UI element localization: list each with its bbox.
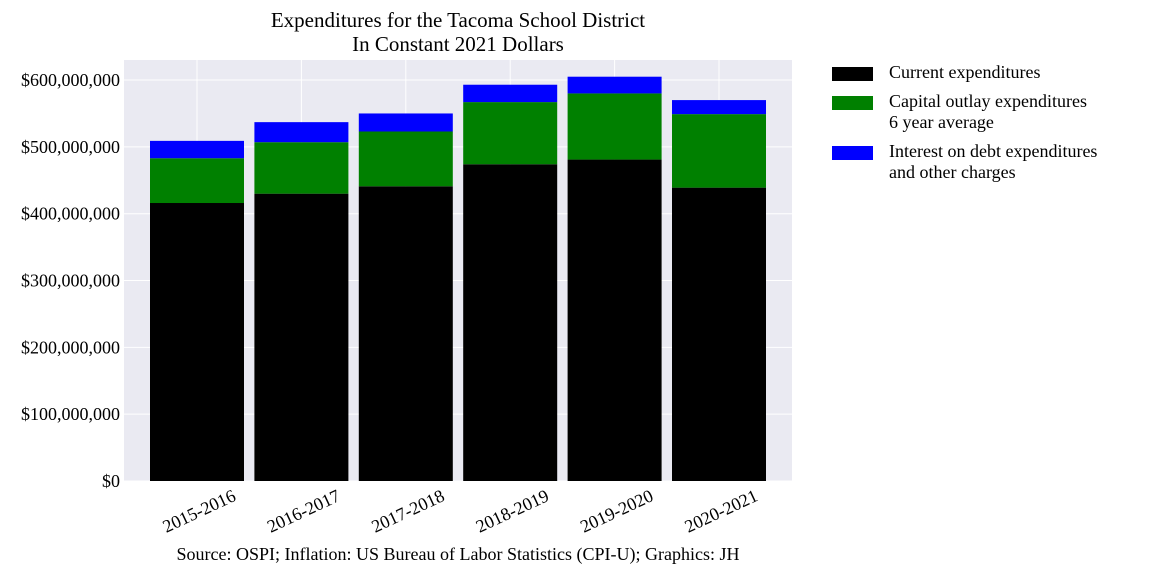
source-note: Source: OSPI; Inflation: US Bureau of La…	[176, 544, 740, 564]
y-tick-label: $100,000,000	[21, 404, 120, 424]
legend-swatch-interest	[832, 146, 873, 160]
bars	[150, 76, 766, 482]
legend: Current expenditures Capital outlay expe…	[832, 62, 1097, 191]
y-tick-label: $300,000,000	[21, 271, 120, 291]
x-tick-label: 2015-2016	[160, 485, 239, 536]
x-tick-label: 2020-2021	[682, 485, 761, 536]
y-tick-labels: $0 $100,000,000 $200,000,000 $300,000,000 $4…	[21, 70, 120, 491]
bar-2018-2019-series-2	[463, 84, 558, 103]
legend-item-capital: Capital outlay expenditures 6 year avera…	[832, 91, 1097, 133]
chart-title-line-2: In Constant 2021 Dollars	[352, 32, 564, 56]
chart-title: Expenditures for the Tacoma School Distr…	[124, 8, 792, 56]
legend-swatch-capital	[832, 96, 873, 110]
bar-2018-2019-series-1	[463, 102, 558, 165]
bar-2016-2017-series-1	[254, 142, 349, 194]
chart-title-line-1: Expenditures for the Tacoma School Distr…	[270, 8, 646, 32]
legend-swatch-current	[832, 67, 873, 81]
y-tick-label: $0	[102, 471, 120, 491]
bar-2019-2020-series-1	[567, 93, 662, 160]
y-tick-label: $400,000,000	[21, 204, 120, 224]
bar-2016-2017-series-0	[254, 193, 349, 481]
legend-label-interest-2: and other charges	[889, 162, 1016, 182]
legend-label-capital: Capital outlay expenditures	[889, 91, 1087, 111]
bar-2019-2020-series-2	[567, 76, 662, 94]
x-tick-labels: 2015-2016 2016-2017 2017-2018 2018-2019 2019…	[160, 485, 761, 536]
legend-label-capital-2: 6 year average	[889, 112, 994, 132]
bar-2017-2018-series-1	[358, 131, 453, 187]
x-tick-label: 2019-2020	[577, 485, 656, 536]
bar-2020-2021-series-2	[672, 100, 766, 115]
y-tick-label: $500,000,000	[21, 137, 120, 157]
bar-2016-2017-series-2	[254, 122, 349, 143]
x-tick-label: 2017-2018	[368, 485, 447, 536]
legend-label-current: Current expenditures	[889, 62, 1041, 82]
x-tick-label: 2016-2017	[264, 485, 343, 536]
legend-label-interest: Interest on debt expenditures	[889, 141, 1098, 161]
bar-2020-2021-series-0	[672, 187, 766, 481]
legend-item-current: Current expenditures	[832, 62, 1097, 83]
bar-2015-2016-series-0	[150, 203, 244, 481]
bar-2017-2018-series-2	[358, 113, 453, 132]
y-tick-label: $200,000,000	[21, 337, 120, 357]
bar-2017-2018-series-0	[358, 186, 453, 482]
x-tick-label: 2018-2019	[473, 485, 552, 536]
bar-2020-2021-series-1	[672, 114, 766, 188]
bar-2019-2020-series-0	[567, 159, 662, 482]
legend-item-interest: Interest on debt expenditures and other …	[832, 141, 1097, 183]
y-tick-label: $600,000,000	[21, 70, 120, 90]
bar-2018-2019-series-0	[463, 164, 558, 481]
bar-2015-2016-series-1	[150, 158, 244, 204]
bar-2015-2016-series-2	[150, 140, 244, 159]
